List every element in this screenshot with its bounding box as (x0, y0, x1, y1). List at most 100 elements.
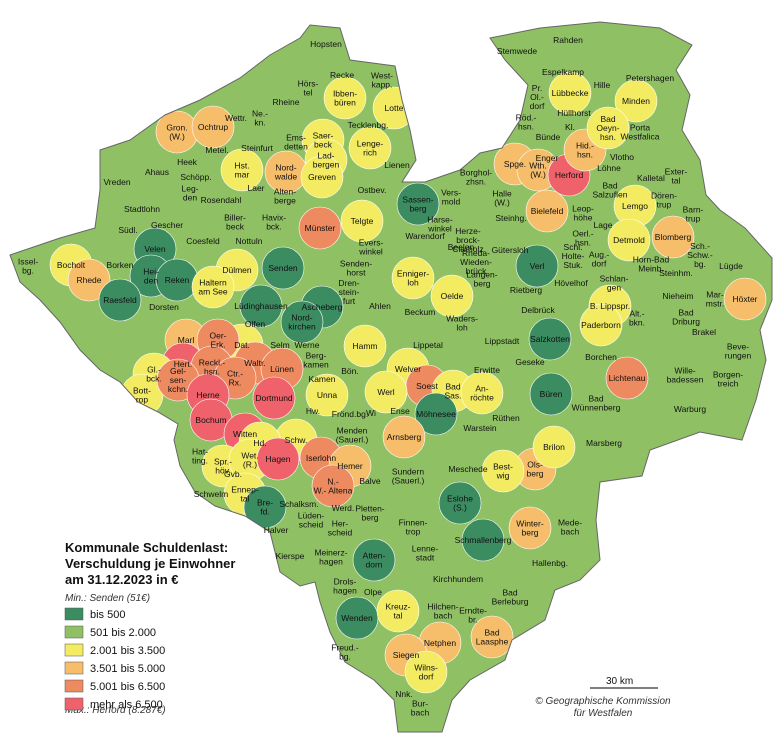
municipality-label: Ostbev. (358, 185, 387, 195)
municipality-label: Hid.-hsn. (576, 141, 594, 160)
municipality-label: Espelkamp (542, 67, 584, 77)
municipality-label: Lienen (384, 160, 410, 170)
municipality-label: Steinhm. (659, 268, 693, 278)
municipality-area (191, 265, 235, 309)
municipality-label: Drols-hagen (333, 577, 357, 596)
municipality-label: Bocholt (57, 260, 86, 270)
municipality-label: Porta Westfalica (620, 123, 659, 142)
legend-label: 5.001 bis 6.500 (90, 681, 165, 693)
municipality-label: Hei-den (143, 267, 159, 286)
municipality-label: Ennep-tal (231, 485, 259, 504)
municipality-label: Senden-horst (340, 259, 372, 278)
municipality-label: Büren (540, 389, 563, 399)
municipality-label: Lenne-stadt (412, 544, 439, 563)
municipality-area (430, 274, 474, 318)
municipality-label: Löhne (597, 163, 621, 173)
municipality-area (243, 485, 287, 529)
legend-label: bis 500 (90, 609, 125, 621)
municipality-label: Freud.-bg. (331, 643, 359, 662)
municipality-label: Evers-winkel (358, 238, 383, 257)
municipality-label: Soest (416, 381, 438, 391)
municipality-label: Recke (330, 70, 354, 80)
municipality-label: Exter-tal (665, 167, 688, 186)
municipality-label: Schlan-gen (600, 274, 629, 293)
municipality-label: Minden (622, 96, 650, 106)
municipality-label: Stadtlohn (124, 204, 160, 214)
municipality-label: Harse-winkel (427, 215, 453, 234)
municipality-area (528, 317, 572, 361)
labels: Hopsten Recke West-kapp. Hörs-tel Ibben-büre… (18, 35, 758, 718)
municipality-label: Iserlohn (306, 453, 337, 463)
municipality-label: Pletten-berg (355, 504, 384, 523)
municipality-label: Wenden (341, 613, 373, 623)
municipality-area (252, 376, 296, 420)
municipality-area (311, 464, 355, 508)
municipality-label: Marsberg (586, 438, 622, 448)
legend-swatch (64, 661, 84, 675)
municipality-label: Kl. (565, 122, 575, 132)
municipality-label: Heek (177, 157, 198, 167)
municipality-label: Hd. (253, 438, 266, 448)
municipality-area (352, 538, 396, 582)
municipality-label: Ahlen (369, 301, 391, 311)
municipality-label: Atten-dorn (363, 551, 386, 570)
municipality-label: Dortmund (255, 393, 293, 403)
municipality-label: Hövelhof (554, 278, 588, 288)
municipality-label: Bad Berleburg (492, 588, 529, 607)
municipality-label: Gescher (151, 220, 183, 230)
municipality-area (382, 415, 426, 459)
municipality-label: Bochum (195, 415, 226, 425)
municipality-label: Wettr. (225, 113, 247, 123)
municipality-label: Bad Laasphe (476, 628, 509, 647)
municipality-label: Hallenbg. (532, 558, 568, 568)
municipality-area (256, 437, 300, 481)
municipality-label: Wille-badessen (667, 366, 704, 385)
municipality-area (364, 370, 408, 414)
municipality-label: Salzkotten (530, 334, 570, 344)
municipality-label: Bad Oeyn-hsn. (596, 114, 619, 142)
municipality-label: N.-W.- Altena (314, 477, 353, 496)
municipality-label: Werd. (332, 503, 355, 513)
municipality-label: Waltr. (244, 358, 265, 368)
municipality-label: Dülmen (222, 265, 252, 275)
municipality-area (98, 278, 142, 322)
municipality-label: Kierspe (276, 551, 305, 561)
municipality-label: Witten (233, 429, 257, 439)
legend-swatch (64, 643, 84, 657)
municipality-label: Spge. (504, 159, 526, 169)
municipality-label: Eslohe (S.) (447, 494, 473, 513)
municipality-label: Schöpp. (180, 172, 211, 182)
municipality-label: Rhede (76, 275, 101, 285)
municipality-label: Brilon (543, 442, 565, 452)
municipality-label: Waders-loh (446, 314, 478, 333)
municipality-label: Lenge-rich (357, 139, 384, 158)
legend-swatch (64, 679, 84, 693)
municipality-area (470, 615, 514, 659)
municipality-area (396, 182, 440, 226)
municipality-label: Lotte (385, 103, 404, 113)
municipality-label: Mar-mstr. (706, 290, 724, 309)
municipality-label: Wth. (W.) (529, 161, 546, 180)
municipality-label: Münster (305, 223, 336, 233)
municipality-label: Hörs-tel (298, 79, 319, 98)
municipality-area (481, 449, 525, 493)
max-note: Max.: Herford (8.287€) (65, 705, 166, 716)
municipality-area (305, 373, 349, 417)
municipality-label: Nieheim (662, 291, 693, 301)
municipality-label: Hopsten (310, 39, 342, 49)
municipality-label: Lippstadt (485, 336, 520, 346)
municipality-label: Mede-bach (558, 518, 582, 537)
min-note: Min.: Senden (51€) (65, 593, 150, 604)
municipality-label: Gütersloh (492, 245, 529, 255)
municipality-label: Alten-berge (274, 187, 296, 206)
municipality-area (529, 372, 573, 416)
municipality-area (300, 155, 344, 199)
municipality-label: Halle (W.) (492, 189, 512, 208)
municipality-label: Schwelm (194, 489, 228, 499)
municipality-label: Langen-berg (466, 270, 497, 289)
municipality-label: Aug.-dorf (589, 250, 609, 269)
municipality-label: Herford (555, 170, 584, 180)
municipality-label: Dören-trup (651, 191, 677, 210)
municipality-label: Delbrück (521, 305, 555, 315)
